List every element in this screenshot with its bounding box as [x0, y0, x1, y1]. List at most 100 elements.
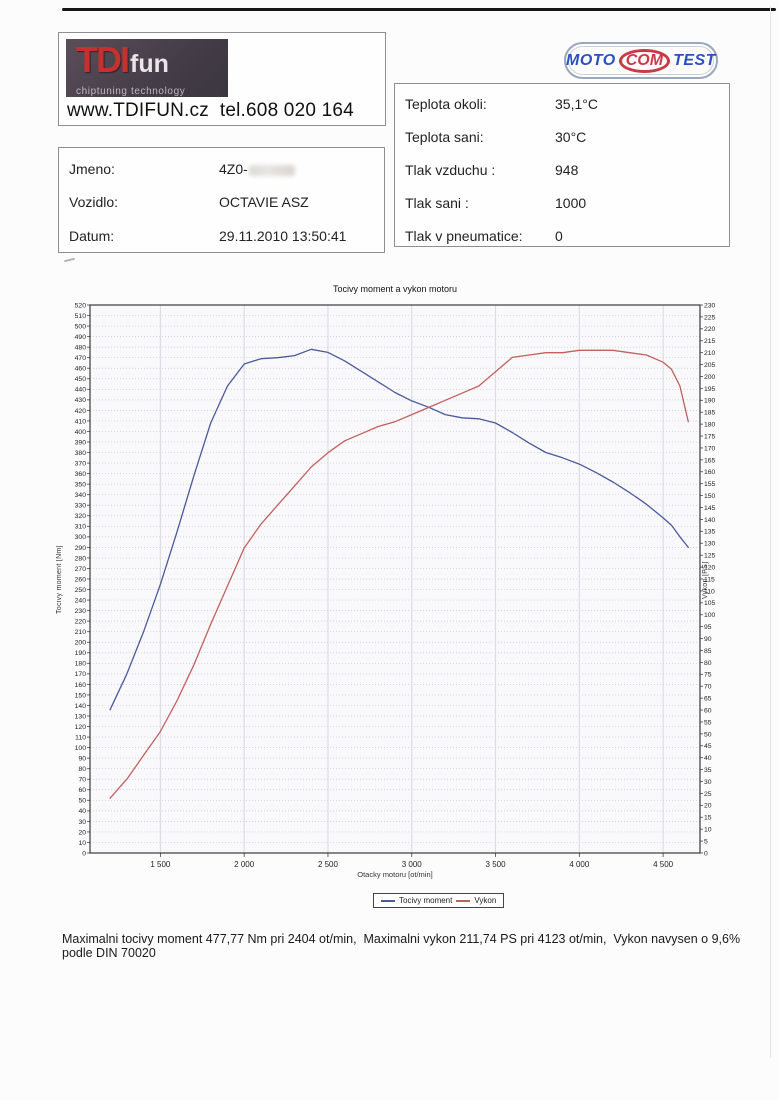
- svg-text:50: 50: [78, 798, 86, 805]
- svg-text:140: 140: [704, 517, 716, 524]
- vozidlo-value: OCTAVIE ASZ: [219, 194, 309, 210]
- teplota-sani-label: Teplota sani:: [405, 129, 484, 145]
- svg-text:225: 225: [704, 314, 716, 321]
- svg-text:1 500: 1 500: [150, 860, 171, 869]
- tlak-pneumatice-value: 0: [555, 228, 563, 244]
- svg-text:450: 450: [75, 376, 87, 383]
- jmeno-value: 4Z0-: [219, 161, 295, 177]
- svg-text:80: 80: [78, 766, 86, 773]
- svg-text:260: 260: [75, 576, 87, 583]
- svg-text:115: 115: [704, 576, 715, 583]
- svg-text:150: 150: [75, 692, 87, 699]
- svg-text:330: 330: [75, 503, 87, 510]
- svg-text:90: 90: [704, 636, 712, 643]
- vehicle-info-box: Jmeno: 4Z0- Vozidlo: OCTAVIE ASZ Datum: …: [58, 147, 385, 253]
- conditions-info-box: Teplota okoli: 35,1°C Teplota sani: 30°C…: [394, 83, 730, 247]
- svg-text:2 500: 2 500: [318, 860, 339, 869]
- svg-text:500: 500: [75, 323, 87, 330]
- tdifun-header-box: TDIfun chiptuning technology www.TDIFUN.…: [58, 32, 386, 126]
- x-axis-title: Otacky motoru [ot/min]: [357, 870, 433, 879]
- com-logo-text: COM: [625, 51, 664, 69]
- svg-text:40: 40: [78, 808, 86, 815]
- svg-text:70: 70: [704, 684, 712, 691]
- tlak-vzduchu-label: Tlak vzduchu :: [405, 162, 496, 178]
- svg-text:100: 100: [704, 612, 716, 619]
- svg-text:155: 155: [704, 481, 716, 488]
- jmeno-value-text: 4Z0-: [219, 161, 248, 177]
- svg-text:460: 460: [75, 366, 87, 373]
- svg-text:5: 5: [704, 838, 708, 845]
- svg-text:390: 390: [75, 439, 87, 446]
- svg-text:120: 120: [704, 564, 716, 571]
- svg-text:320: 320: [75, 513, 87, 520]
- svg-text:140: 140: [75, 703, 87, 710]
- svg-text:190: 190: [704, 398, 716, 405]
- tdifun-logo: TDIfun chiptuning technology: [66, 39, 228, 97]
- svg-text:75: 75: [704, 672, 712, 679]
- svg-text:195: 195: [704, 386, 716, 393]
- svg-text:490: 490: [75, 334, 87, 341]
- tlak-sani-label: Tlak sani :: [405, 195, 469, 211]
- motocomtest-logo: MOTO COM TEST: [564, 42, 718, 79]
- svg-text:380: 380: [75, 450, 87, 457]
- svg-text:215: 215: [704, 338, 716, 345]
- svg-text:15: 15: [704, 815, 712, 822]
- logo-tagline: chiptuning technology: [76, 86, 186, 97]
- svg-text:145: 145: [704, 505, 716, 512]
- scan-artifact-right-edge: [770, 6, 771, 1058]
- svg-text:10: 10: [704, 827, 712, 834]
- com-oval-badge: COM: [618, 48, 671, 73]
- svg-text:70: 70: [78, 777, 86, 784]
- svg-text:55: 55: [704, 719, 712, 726]
- svg-text:510: 510: [75, 313, 87, 320]
- svg-text:135: 135: [704, 529, 716, 536]
- tlak-pneumatice-label: Tlak v pneumatice:: [405, 228, 523, 244]
- svg-text:440: 440: [75, 387, 87, 394]
- jmeno-label: Jmeno:: [69, 161, 115, 177]
- svg-text:370: 370: [75, 460, 87, 467]
- svg-text:30: 30: [78, 819, 86, 826]
- svg-text:360: 360: [75, 471, 87, 478]
- svg-text:4 000: 4 000: [569, 860, 590, 869]
- legend-torque-label: Tocivy moment: [399, 896, 453, 905]
- svg-text:130: 130: [704, 541, 716, 548]
- svg-text:480: 480: [75, 345, 87, 352]
- svg-text:270: 270: [75, 566, 87, 573]
- svg-text:200: 200: [75, 640, 87, 647]
- svg-text:2 000: 2 000: [234, 860, 255, 869]
- svg-text:230: 230: [75, 608, 87, 615]
- svg-text:0: 0: [82, 850, 86, 857]
- svg-text:90: 90: [78, 756, 86, 763]
- svg-text:310: 310: [75, 524, 87, 531]
- svg-text:3 500: 3 500: [486, 860, 507, 869]
- svg-text:3 000: 3 000: [402, 860, 423, 869]
- svg-text:210: 210: [75, 629, 87, 636]
- svg-text:45: 45: [704, 743, 712, 750]
- svg-text:60: 60: [704, 707, 712, 714]
- svg-text:150: 150: [704, 493, 716, 500]
- svg-text:175: 175: [704, 433, 716, 440]
- svg-text:160: 160: [75, 682, 87, 689]
- pencil-mark: [63, 257, 76, 263]
- tdi-logo-text: TDI: [76, 39, 130, 80]
- tlak-sani-value: 1000: [555, 195, 587, 211]
- svg-text:0: 0: [704, 850, 708, 857]
- svg-text:100: 100: [75, 745, 87, 752]
- svg-text:60: 60: [78, 787, 86, 794]
- svg-text:160: 160: [704, 469, 716, 476]
- svg-text:65: 65: [704, 696, 712, 703]
- scan-artifact-top-line: [62, 8, 776, 11]
- svg-text:300: 300: [75, 534, 87, 541]
- svg-text:520: 520: [75, 302, 87, 309]
- legend-power-swatch: [456, 899, 471, 902]
- svg-text:35: 35: [704, 767, 712, 774]
- datum-value: 29.11.2010 13:50:41: [219, 228, 347, 244]
- legend-torque-swatch: [381, 899, 395, 902]
- svg-text:80: 80: [704, 660, 712, 667]
- vozidlo-label: Vozidlo:: [69, 194, 119, 210]
- dyno-chart: 0102030405060708090100110120130140150160…: [75, 302, 716, 869]
- datum-label: Datum:: [69, 228, 115, 244]
- svg-text:470: 470: [75, 355, 87, 362]
- svg-text:180: 180: [704, 422, 716, 429]
